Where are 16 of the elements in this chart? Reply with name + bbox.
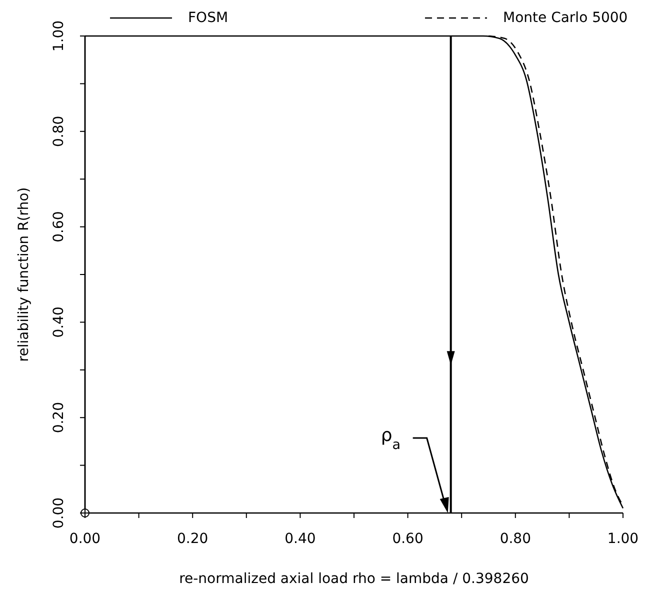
legend-label: Monte Carlo 5000 [503, 10, 628, 26]
y-axis-title: reliability function R(rho) [16, 187, 32, 362]
y-tick-label: 0.20 [51, 402, 67, 434]
y-tick-label: 1.00 [51, 20, 67, 52]
x-tick-label: 0.20 [177, 531, 208, 547]
y-tick-label: 0.60 [51, 211, 67, 242]
x-axis-title: re-normalized axial load rho = lambda / 0.398260 [179, 571, 529, 587]
x-tick-label: 1.00 [607, 531, 639, 547]
legend-label: FOSM [188, 10, 228, 26]
x-tick-label: 0.00 [69, 531, 101, 547]
x-tick-label: 0.60 [392, 531, 424, 547]
y-tick-label: 0.40 [51, 306, 67, 338]
x-tick-label: 0.40 [284, 531, 316, 547]
x-tick-label: 0.80 [500, 531, 531, 547]
ref-line-label: ρ$_{a}$ [380, 425, 401, 453]
y-tick-label: 0.80 [51, 116, 67, 147]
